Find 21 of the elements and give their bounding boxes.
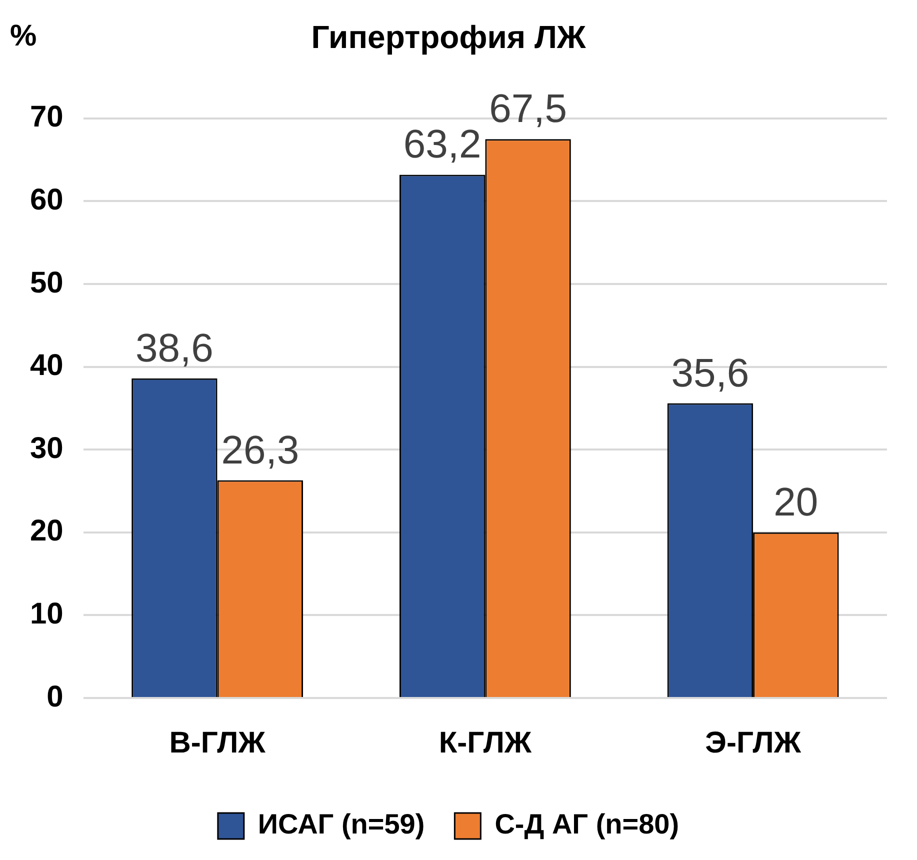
y-tick-label: 50	[30, 266, 64, 300]
y-tick-label: 30	[30, 432, 64, 465]
text: 26,3	[221, 428, 300, 472]
y-tick-label: 60	[30, 183, 64, 216]
text: 20	[774, 480, 818, 524]
legend-label: С-Д АГ (n=80)	[494, 808, 680, 840]
x-tick-label: Э-ГЛЖ	[705, 726, 802, 760]
y-tick-label: 0	[46, 680, 64, 714]
text: 67,5	[489, 87, 567, 132]
text: 35,6	[671, 351, 750, 396]
y-tick-label: 20	[30, 514, 64, 548]
x-tick-label: К-ГЛЖ	[438, 726, 532, 760]
legend-label: ИСАГ (n=59)	[258, 808, 425, 840]
text: 38,6	[136, 326, 214, 370]
chart-title: Гипертрофия ЛЖ	[311, 19, 587, 56]
y-tick-label: 70	[30, 100, 64, 134]
y-axis-title: %	[10, 19, 37, 52]
x-tick-label: В-ГЛЖ	[169, 726, 266, 760]
y-tick-label: 10	[30, 597, 64, 630]
text: 63,2	[403, 122, 482, 167]
y-tick-label: 40	[30, 349, 64, 382]
